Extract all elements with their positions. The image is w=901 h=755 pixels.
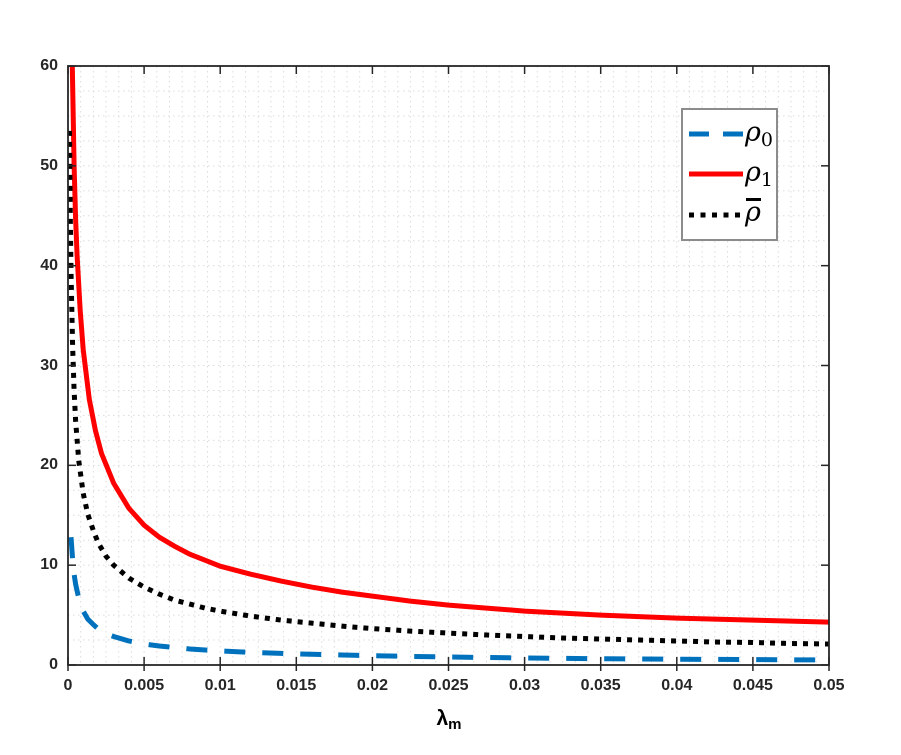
curve-rho_0 [68,537,829,663]
x-axis-label-base: λ [436,707,449,730]
x-tick-label: 0.015 [276,677,317,694]
grid [68,66,829,665]
y-tick-label: 60 [40,57,58,74]
legend-entry-rho1: ρ1 [688,155,776,193]
legend-entry-rhobar: ρ [688,196,776,234]
y-tick-label: 10 [40,556,58,574]
x-axis-label-subscript: m [448,716,462,733]
x-tick-label: 0.02 [356,677,388,694]
legend-sample-solid-line [689,171,743,177]
x-axis-label: λm [436,708,461,732]
x-tick-label: 0.03 [509,677,541,694]
axis-box [67,65,830,666]
legend-sample-dashed-line [689,131,743,137]
x-tick-label: 0.035 [580,677,621,694]
x-tick-label: 0 [63,677,73,694]
legend-sample-dotted-line [689,212,743,218]
x-tick-label: 0.025 [428,677,469,694]
y-tick-label: 50 [40,156,58,174]
legend-label-rho1: ρ1 [745,156,773,191]
legend-label-rhobar: ρ [745,197,761,229]
y-tick-label: 0 [49,656,58,673]
x-tick-label: 0.005 [124,677,165,694]
y-tick-label: 30 [40,356,58,374]
x-tick-label: 0.05 [813,677,845,694]
legend-label-rho0: ρ0 [745,116,773,151]
legend-entry-rho0: ρ0 [688,115,776,153]
curve-rho_1 [69,66,829,625]
tick-marks [67,65,830,671]
x-tick-label: 0.045 [732,677,773,694]
legend: ρ0 ρ1 ρ [681,108,778,241]
x-tick-label: 0.01 [204,677,236,694]
y-tick-label: 20 [40,456,58,474]
curves [68,66,829,663]
y-tick-label: 40 [40,256,58,274]
x-tick-label: 0.04 [661,677,693,694]
